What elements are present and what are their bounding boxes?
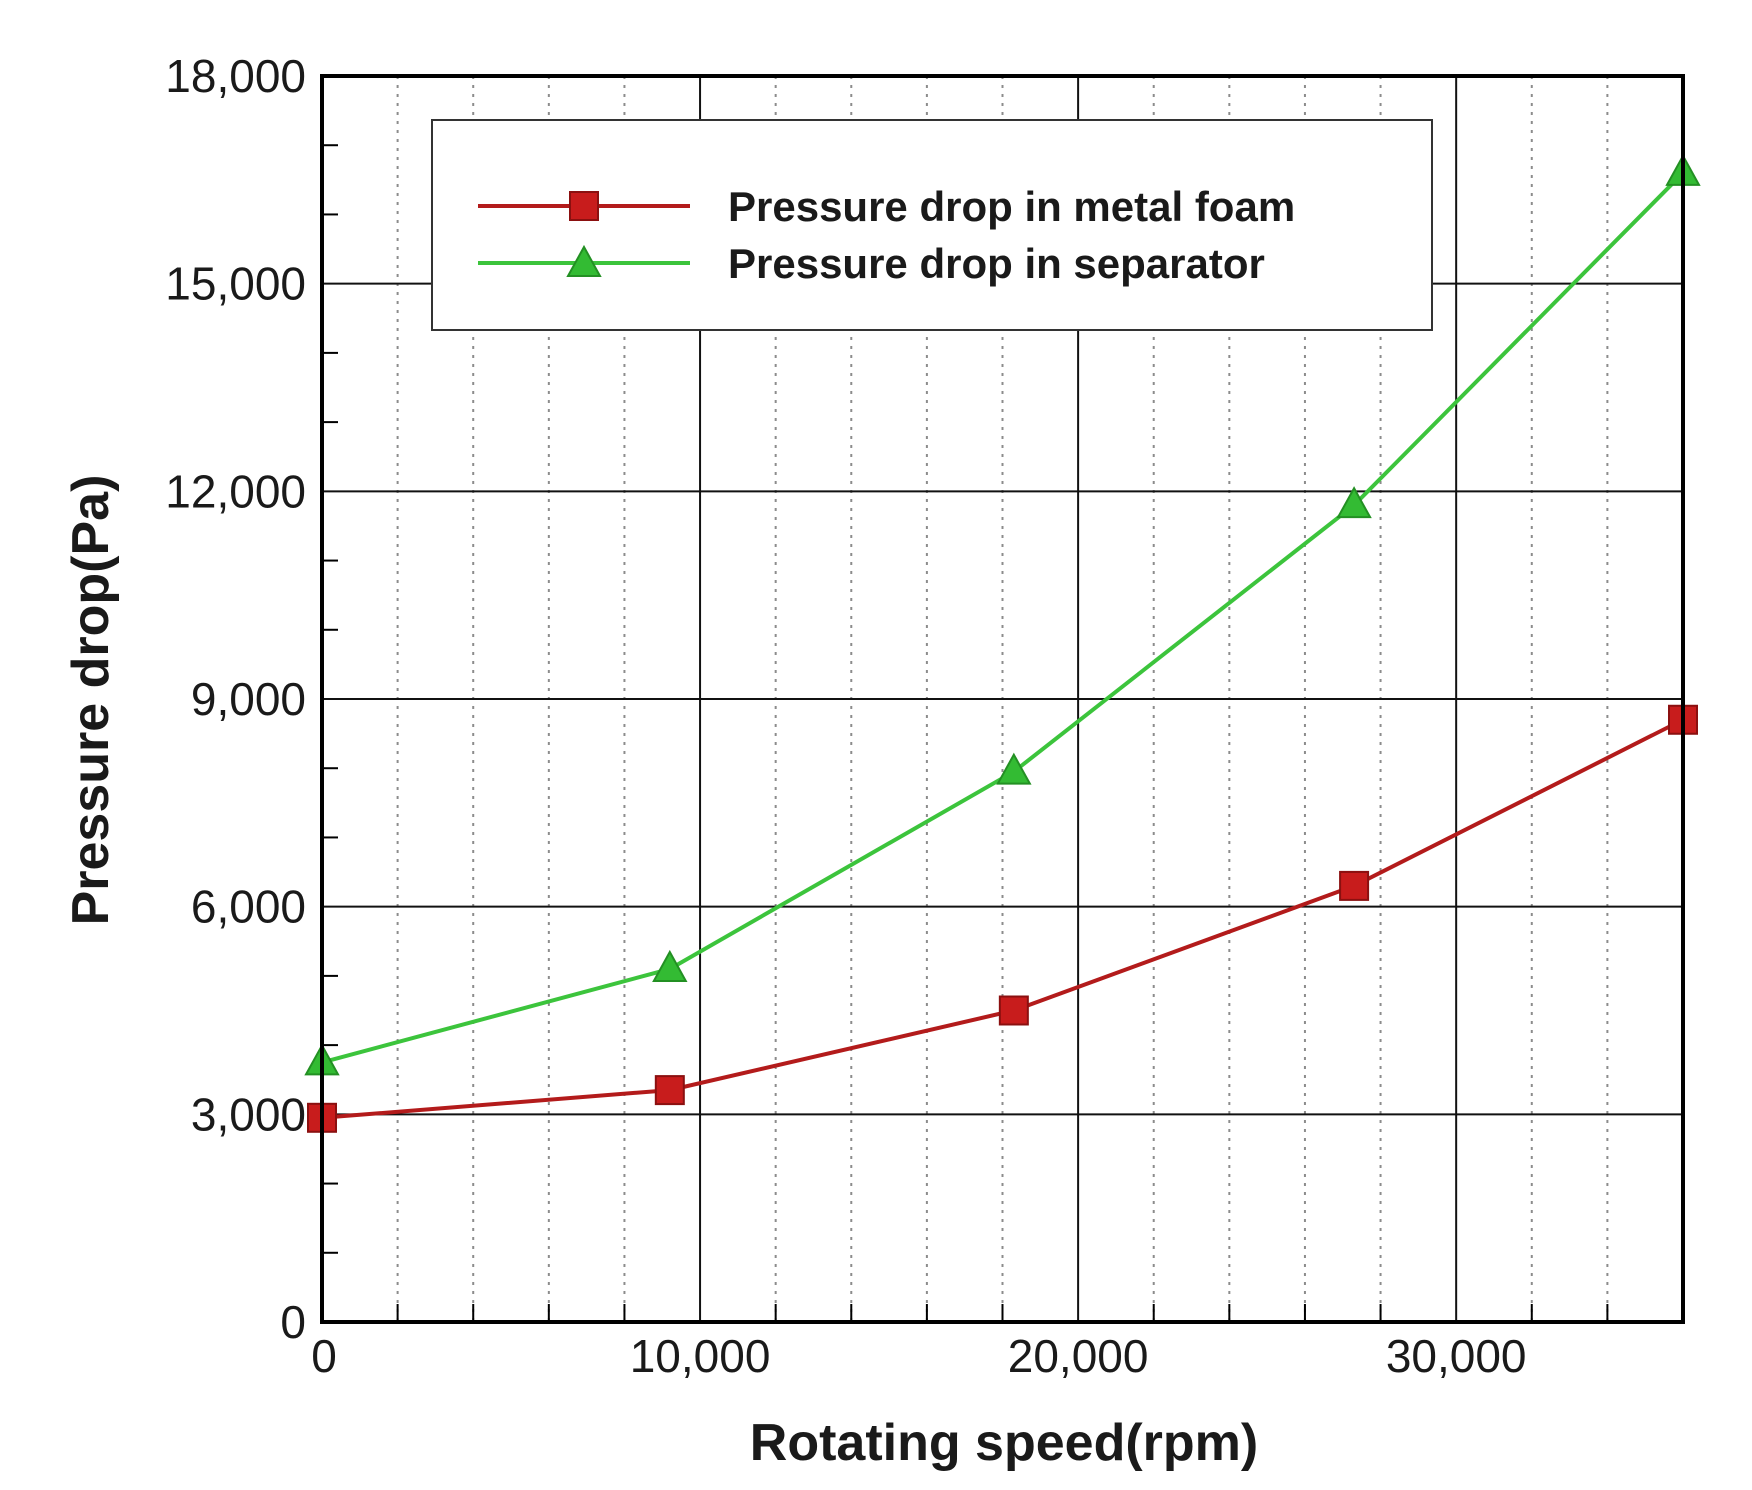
- y-tick-label: 12,000: [165, 465, 306, 517]
- series-separator: [304, 153, 1701, 1076]
- x-tick-label: 10,000: [630, 1330, 771, 1382]
- series-layer: [304, 153, 1701, 1133]
- data-point: [996, 752, 1032, 785]
- data-point: [652, 949, 688, 982]
- y-tick-label: 15,000: [165, 258, 306, 310]
- y-tick-label: 18,000: [165, 50, 306, 102]
- tick-labels: 0 10,000 20,000 30,000 0 3,000 6,000 9,000 12,00…: [165, 50, 1526, 1382]
- legend-marker-metal-foam: [569, 191, 599, 221]
- y-axis-title: Pressure drop(Pa): [62, 475, 120, 926]
- data-point: [654, 1075, 685, 1106]
- series-metal-foam: [307, 704, 1698, 1133]
- axis-ticks: [322, 144, 1609, 1322]
- legend: Pressure drop in metal foam Pressure dro…: [431, 119, 1433, 331]
- x-axis-title: Rotating speed(rpm): [750, 1414, 1258, 1472]
- y-tick-label: 3,000: [191, 1088, 306, 1140]
- data-point: [998, 995, 1029, 1026]
- legend-label-metal-foam: Pressure drop in metal foam: [728, 183, 1295, 230]
- x-tick-label: 30,000: [1386, 1330, 1527, 1382]
- x-tick-label: 0: [311, 1330, 337, 1382]
- legend-label-separator: Pressure drop in separator: [728, 240, 1265, 287]
- data-point: [1339, 870, 1370, 901]
- legend-box: [431, 119, 1433, 331]
- y-tick-label: 9,000: [191, 673, 306, 725]
- legend-marker-separator: [566, 244, 602, 277]
- x-tick-label: 20,000: [1008, 1330, 1149, 1382]
- y-tick-label: 0: [280, 1296, 306, 1348]
- data-point: [1336, 486, 1372, 519]
- plot-frame: [320, 74, 1685, 1324]
- y-tick-label: 6,000: [191, 881, 306, 933]
